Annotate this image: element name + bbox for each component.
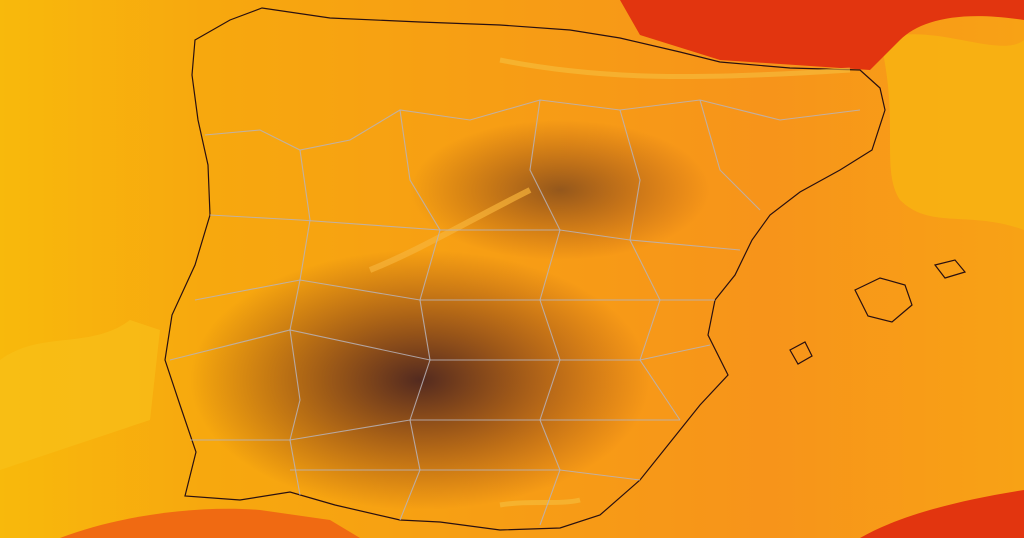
mountains <box>499 57 851 80</box>
sea-band <box>880 34 1024 230</box>
menorca <box>933 259 967 279</box>
hot-core <box>410 120 710 260</box>
ibiza <box>789 341 813 365</box>
mountains <box>499 497 581 508</box>
hot-core <box>190 250 650 510</box>
iberia <box>164 7 886 531</box>
north-africa <box>860 490 1024 538</box>
mountains <box>368 187 532 273</box>
north-africa <box>60 508 360 538</box>
sea-band <box>0 320 160 470</box>
mallorca <box>854 277 913 323</box>
province-borders <box>169 99 861 526</box>
france <box>620 0 1024 70</box>
